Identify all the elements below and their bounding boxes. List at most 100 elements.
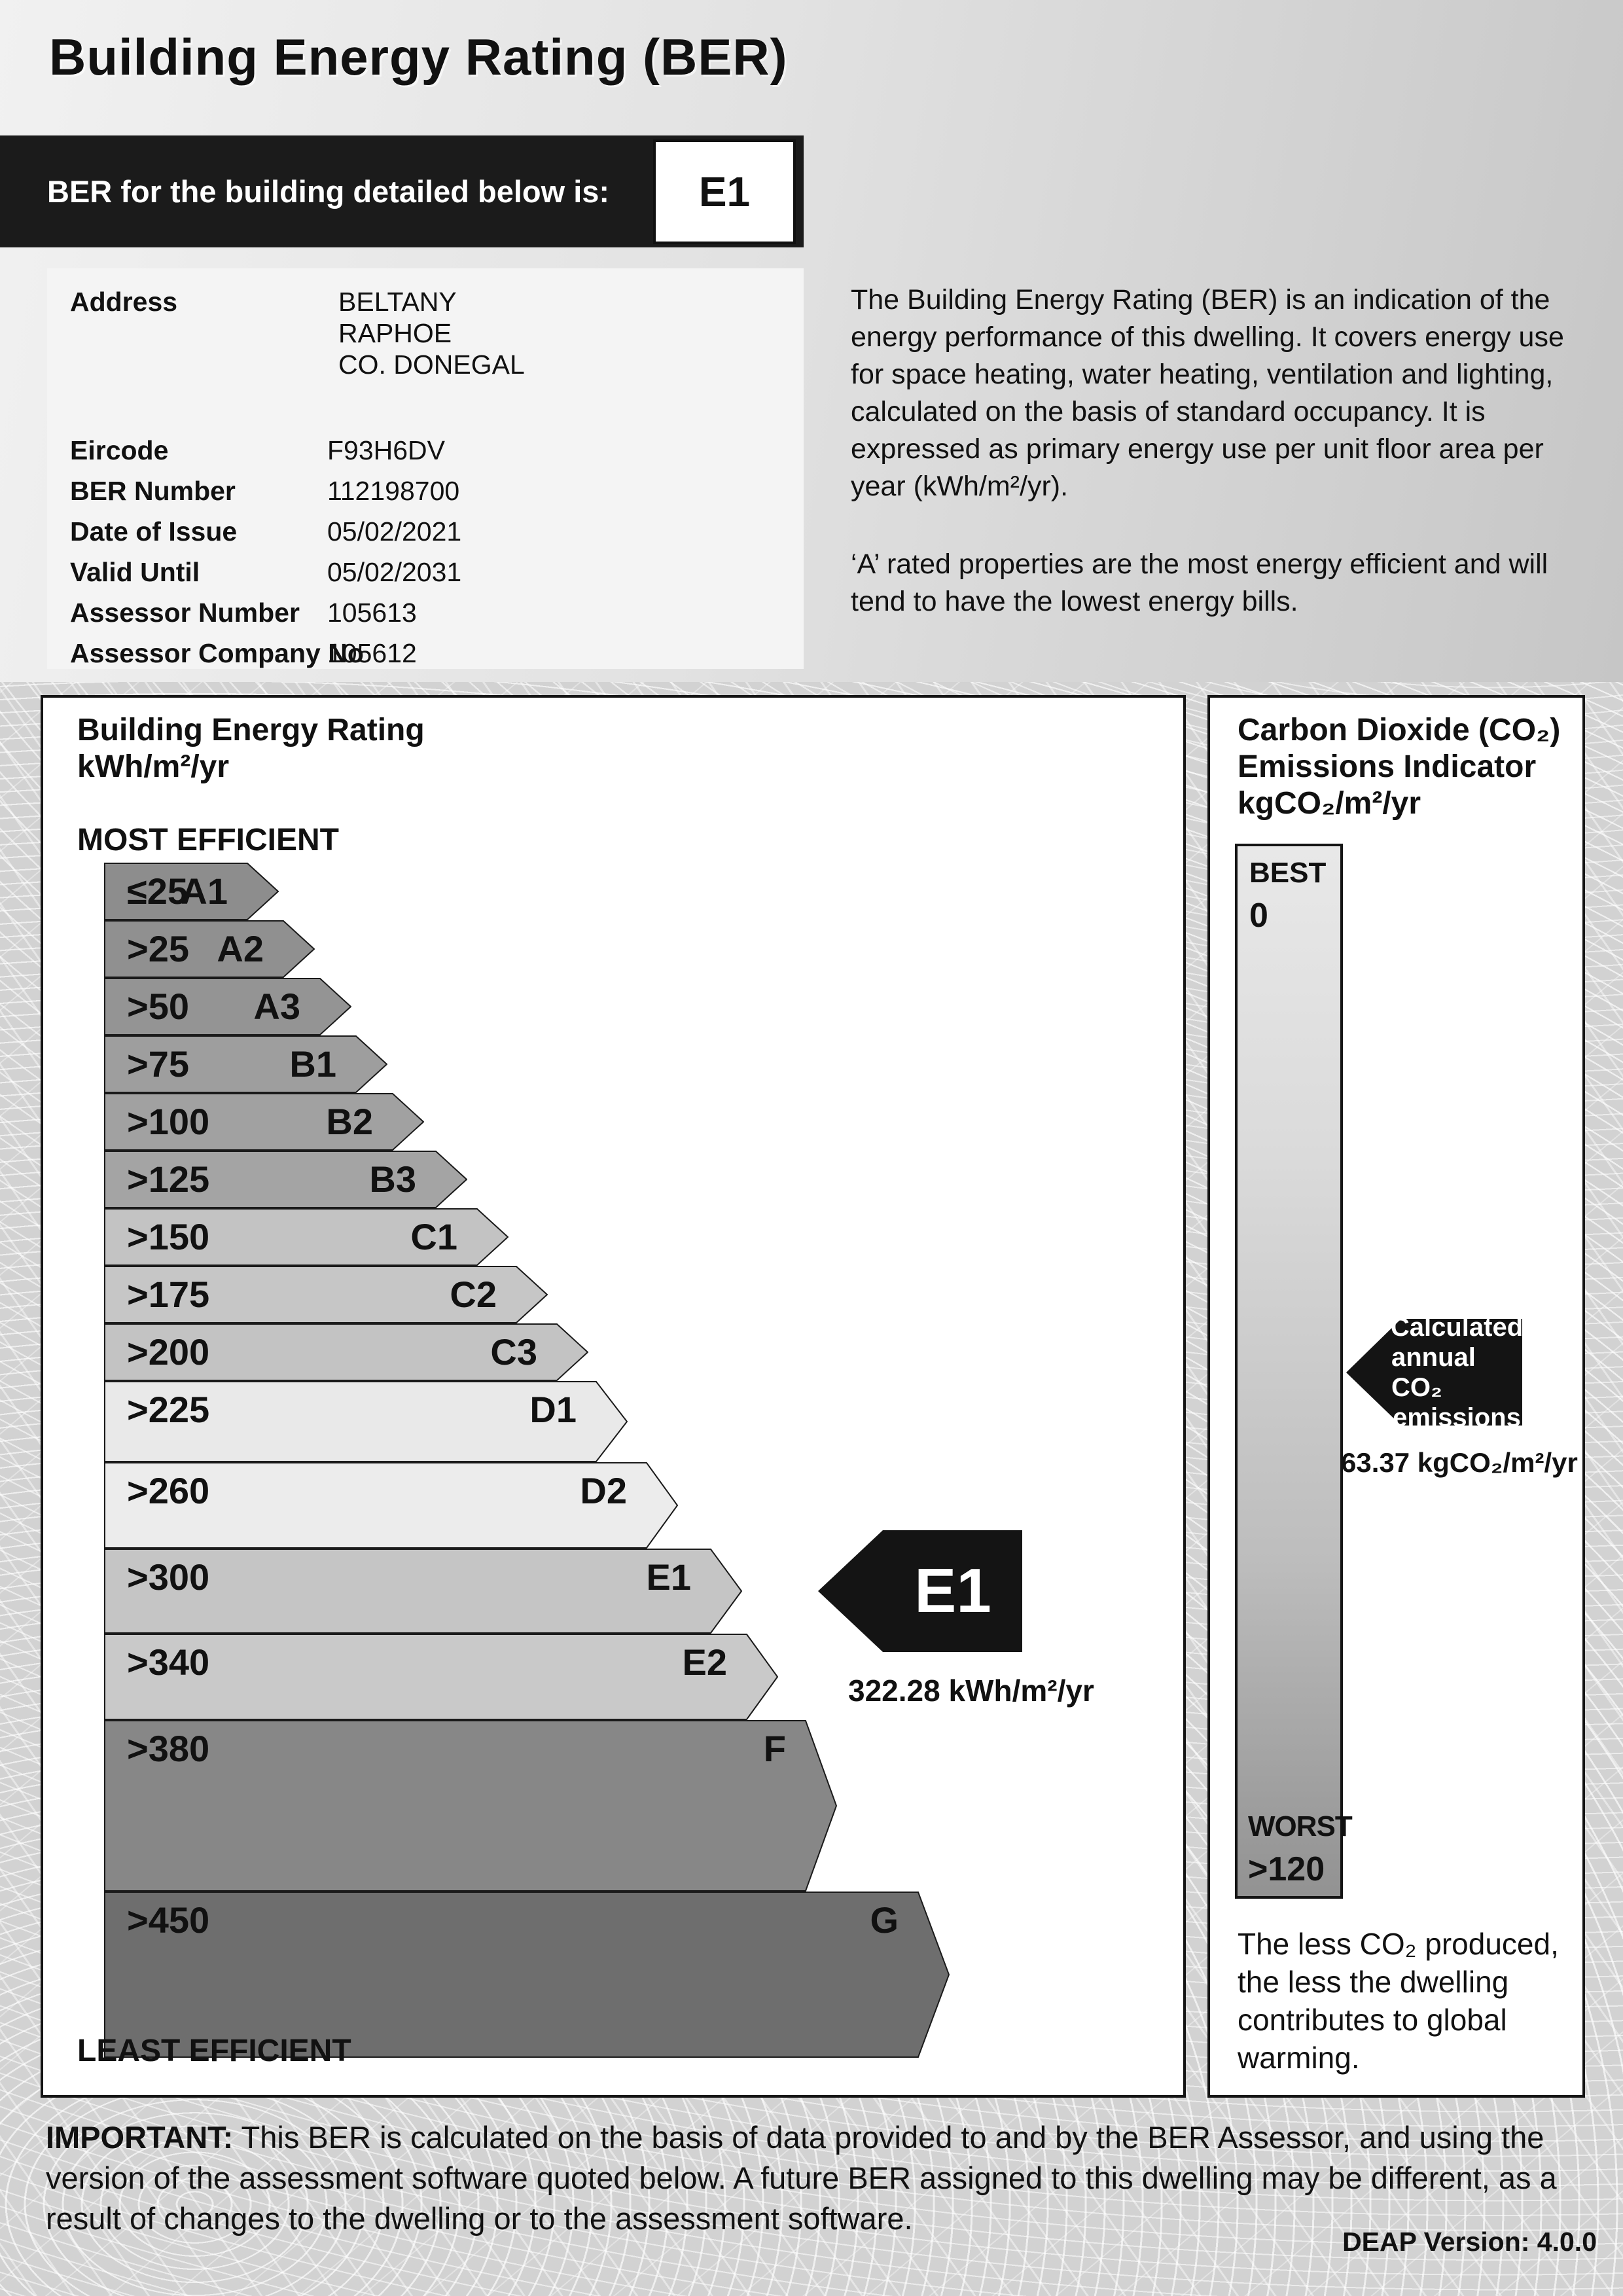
ber-rating-value: E1 (698, 168, 751, 215)
detail-field-label: Eircode (70, 435, 169, 465)
co2-title: Carbon Dioxide (CO₂) Emissions Indicator k… (1238, 712, 1560, 822)
band-arrow-shape (104, 1462, 678, 1549)
ber-band-c2: >175 C2 (104, 1266, 548, 1323)
band-arrow-shape (104, 1151, 467, 1208)
band-threshold: >25 (127, 928, 189, 969)
detail-field-value: 105612 (327, 638, 417, 668)
co2-best-label: BEST (1249, 857, 1327, 889)
band-grade: E2 (682, 1641, 728, 1683)
band-arrow-shape (104, 1266, 548, 1323)
band-grade: A2 (217, 928, 264, 969)
ber-indicator-value: 322.28 kWh/m²/yr (848, 1674, 1094, 1708)
co2-worst-label: WORST (1248, 1810, 1353, 1842)
text-line: kgCO₂/m²/yr (1238, 786, 1421, 821)
band-arrow-shape (104, 1549, 742, 1634)
band-threshold: >150 (127, 1216, 210, 1257)
band-grade: A1 (181, 870, 228, 912)
ber-scale-panel: Building Energy Rating kWh/m²/yr MOST EF… (41, 695, 1186, 2098)
detail-field-value: F93H6DV (327, 435, 446, 465)
band-grade: G (870, 1899, 899, 1941)
band-grade: C3 (490, 1331, 537, 1372)
band-arrow-shape (104, 920, 315, 978)
co2-value: 63.37 kgCO₂/m²/yr (1341, 1447, 1578, 1478)
band-threshold: >340 (127, 1641, 210, 1683)
ber-band-a1: ≤25 A1 (104, 863, 279, 920)
text-line: BELTANY (338, 287, 457, 317)
band-threshold: >200 (127, 1331, 210, 1372)
band-grade: B3 (369, 1158, 416, 1200)
detail-field-value: 05/02/2021 (327, 516, 462, 547)
important-text: This BER is calculated on the basis of d… (46, 2120, 1557, 2236)
band-arrow-shape (104, 1634, 778, 1720)
co2-note: The less CO₂ produced, the less the dwel… (1238, 1927, 1559, 2075)
ber-band-c3: >200 C3 (104, 1323, 588, 1381)
detail-field-value: 112198700 (327, 476, 460, 506)
band-threshold: >175 (127, 1274, 210, 1315)
ber-band-e1: >300 E1 (104, 1549, 742, 1634)
ber-band-g: >450 G (104, 1892, 950, 2058)
detail-field-label: Date of Issue (70, 516, 238, 547)
band-arrow-shape (104, 1323, 588, 1381)
details-panel: Address BELTANY RAPHOE CO. DONEGAL Eircode… (47, 268, 804, 669)
ber-band-c1: >150 C1 (104, 1208, 508, 1266)
page-title: Building Energy Rating (BER) (49, 28, 788, 86)
important-note: IMPORTANT: This BER is calculated on the… (46, 2117, 1564, 2239)
band-arrow-shape (104, 1381, 628, 1462)
co2-indicator-arrow: Calculated annual CO₂ emissions (1346, 1313, 1524, 1432)
co2-gradient-bar (1235, 844, 1343, 1899)
band-threshold: >450 (127, 1899, 210, 1941)
text-line: RAPHOE (338, 318, 452, 348)
band-arrow-shape (104, 1720, 837, 1892)
band-threshold: >380 (127, 1728, 210, 1769)
ber-rating-box: E1 (653, 139, 796, 244)
intro-text: The Building Energy Rating (BER) is an i… (851, 281, 1587, 661)
detail-field-label: BER Number (70, 476, 236, 506)
co2-best-value: 0 (1249, 897, 1268, 935)
band-grade: B2 (326, 1101, 373, 1142)
ber-indicator-grade: E1 (914, 1556, 991, 1626)
text-line: annual CO₂ (1391, 1342, 1476, 1402)
band-grade: C2 (450, 1274, 497, 1315)
left-arrow-icon (1346, 1319, 1522, 1426)
band-grade: E1 (646, 1556, 692, 1598)
band-grade: C1 (410, 1216, 457, 1257)
ber-scale-title-line1: Building Energy Rating (77, 713, 425, 747)
important-label: IMPORTANT: (46, 2120, 234, 2155)
ber-banner-label: BER for the building detailed below is: (47, 174, 610, 209)
band-threshold: >300 (127, 1556, 210, 1598)
band-arrow-shape (104, 1208, 508, 1266)
ber-band-d2: >260 D2 (104, 1462, 678, 1549)
ber-band-d1: >225 D1 (104, 1381, 628, 1462)
ber-band-b1: >75 B1 (104, 1035, 387, 1093)
detail-field-value: 105613 (327, 598, 417, 628)
least-efficient-label: LEAST EFFICIENT (77, 2034, 351, 2068)
text-line: Emissions Indicator (1238, 749, 1537, 784)
ber-band-a3: >50 A3 (104, 978, 351, 1035)
address-lines: BELTANY RAPHOE CO. DONEGAL (338, 287, 525, 381)
text-line: emissions (1393, 1403, 1521, 1432)
text-line: Carbon Dioxide (CO₂) (1238, 713, 1561, 747)
band-threshold: >260 (127, 1470, 210, 1511)
deap-version: DEAP Version: 4.0.0 (1342, 2227, 1597, 2257)
ber-indicator-arrow: E1 (817, 1529, 1024, 1653)
most-efficient-label: MOST EFFICIENT (77, 823, 339, 857)
ber-band-f: >380 F (104, 1720, 837, 1892)
band-grade: B1 (289, 1043, 336, 1085)
detail-field-label: Valid Until (70, 557, 200, 587)
co2-worst-value: >120 (1248, 1850, 1325, 1888)
co2-panel: Carbon Dioxide (CO₂) Emissions Indicator k… (1207, 695, 1585, 2098)
ber-band-a2: >25 A2 (104, 920, 315, 978)
intro-paragraph-1: The Building Energy Rating (BER) is an i… (851, 284, 1564, 502)
text-line: Calculated (1390, 1312, 1524, 1342)
detail-field-value: 05/02/2031 (327, 557, 462, 587)
detail-field-label: Assessor Number (70, 598, 300, 628)
ber-scale-title: Building Energy Rating kWh/m²/yr (77, 712, 425, 785)
band-arrow-shape (104, 863, 279, 920)
ber-band-e2: >340 E2 (104, 1634, 778, 1720)
band-arrow-shape (104, 978, 351, 1035)
band-grade: A3 (253, 986, 300, 1027)
band-threshold: >75 (127, 1043, 189, 1085)
band-grade: D2 (580, 1470, 627, 1511)
band-threshold: ≤25 (127, 870, 188, 912)
band-threshold: >50 (127, 986, 189, 1027)
